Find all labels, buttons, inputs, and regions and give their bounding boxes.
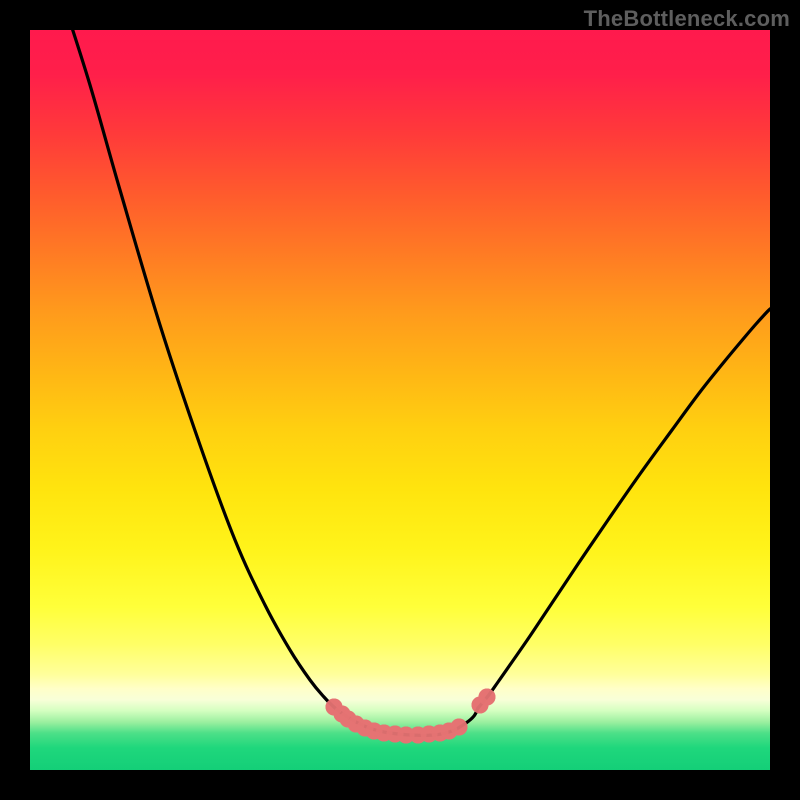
watermark-text: TheBottleneck.com: [584, 6, 790, 32]
chart-canvas: [0, 0, 800, 800]
bottleneck-chart: TheBottleneck.com: [0, 0, 800, 800]
